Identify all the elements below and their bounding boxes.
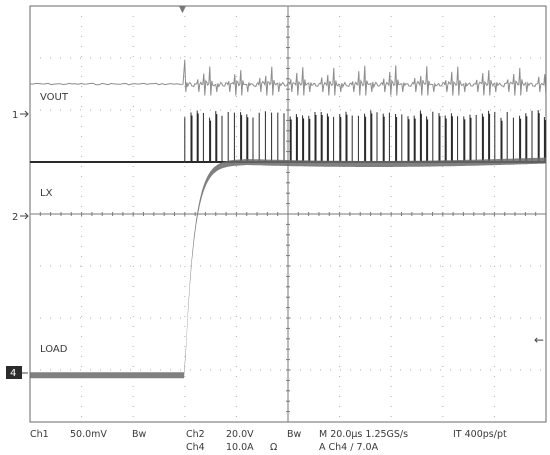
series-label-load: LOAD — [40, 344, 68, 355]
channel-1-marker-label: 1 — [12, 110, 18, 121]
ch2-label: Ch2 — [186, 429, 205, 440]
ch4-unit: Ω — [270, 442, 277, 453]
channel-2-marker-label: 2 — [12, 212, 18, 223]
ch1-bandwidth: Bw — [132, 429, 147, 440]
timebase-readout: M 20.0µs 1.25GS/s — [319, 429, 408, 440]
ch1-label: Ch1 — [30, 429, 49, 440]
waveform-traces — [29, 59, 547, 379]
ch1-scale: 50.0mV — [70, 429, 107, 440]
arrow-right-icon — [20, 212, 29, 220]
arrow-right-icon — [20, 110, 29, 118]
series-label-lx: LX — [40, 188, 53, 199]
ch2-scale: 20.0V — [226, 429, 254, 440]
channel-1-marker[interactable]: 1 — [12, 110, 29, 121]
lx-trace-pulses — [184, 110, 546, 162]
interpolation-readout: IT 400ps/pt — [453, 429, 507, 440]
channel-2-marker[interactable]: 2 — [12, 212, 29, 223]
ch2-bandwidth: Bw — [287, 429, 302, 440]
trigger-readout: A Ch4 ∕ 7.0A — [319, 442, 379, 453]
trigger-position-icon[interactable]: ▼ — [179, 5, 186, 15]
ch4-label: Ch4 — [186, 442, 205, 453]
status-bar: Ch1 50.0mV Bw Ch2 20.0V Bw Ch4 10.0A Ω M… — [30, 429, 507, 453]
trigger-level-icon[interactable]: ← — [534, 333, 544, 347]
ch4-scale: 10.0A — [226, 442, 254, 453]
channel-4-marker[interactable]: 4 — [6, 366, 28, 379]
channel-4-marker-label: 4 — [10, 368, 16, 379]
vout-trace — [29, 59, 547, 96]
series-label-vout: VOUT — [40, 92, 69, 103]
